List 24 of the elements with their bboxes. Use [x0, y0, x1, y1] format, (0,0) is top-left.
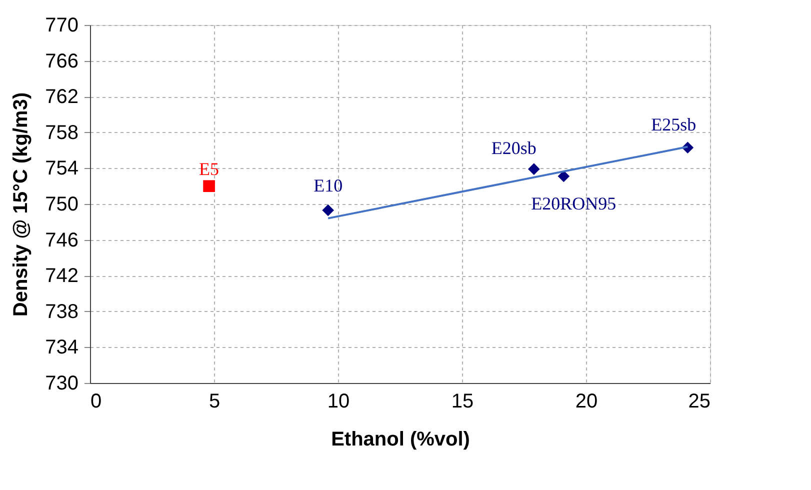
series-label: E10 [314, 175, 343, 196]
series-label: E5 [199, 159, 220, 180]
y-tick-label: 766 [45, 50, 78, 72]
y-tick-label: 754 [45, 158, 78, 180]
y-tick-label: 746 [45, 229, 78, 252]
series-label: E20RON95 [531, 193, 616, 214]
x-tick-label: 5 [208, 390, 220, 412]
y-tick-label: 758 [45, 122, 78, 144]
x-tick-label: 10 [327, 390, 350, 412]
x-axis-title: Ethanol (%vol) [331, 428, 470, 450]
x-tick-label: 15 [451, 390, 474, 412]
series-label: E20sb [491, 138, 536, 158]
y-tick-label: 742 [45, 265, 78, 288]
x-tick-label: 20 [575, 390, 598, 412]
x-tick-label: 25 [688, 390, 710, 412]
series-label: E25sb [651, 114, 696, 135]
y-tick-label: 762 [45, 86, 78, 108]
y-tick-label: 738 [45, 300, 78, 323]
x-tick-label: 0 [90, 390, 102, 412]
y-tick-label: 750 [45, 194, 78, 216]
y-axis-title: Density @ 15°C (kg/m3) [10, 92, 32, 317]
y-tick-label: 730 [45, 372, 78, 394]
y-tick-label: 770 [45, 14, 78, 36]
y-tick-label: 734 [45, 336, 78, 359]
